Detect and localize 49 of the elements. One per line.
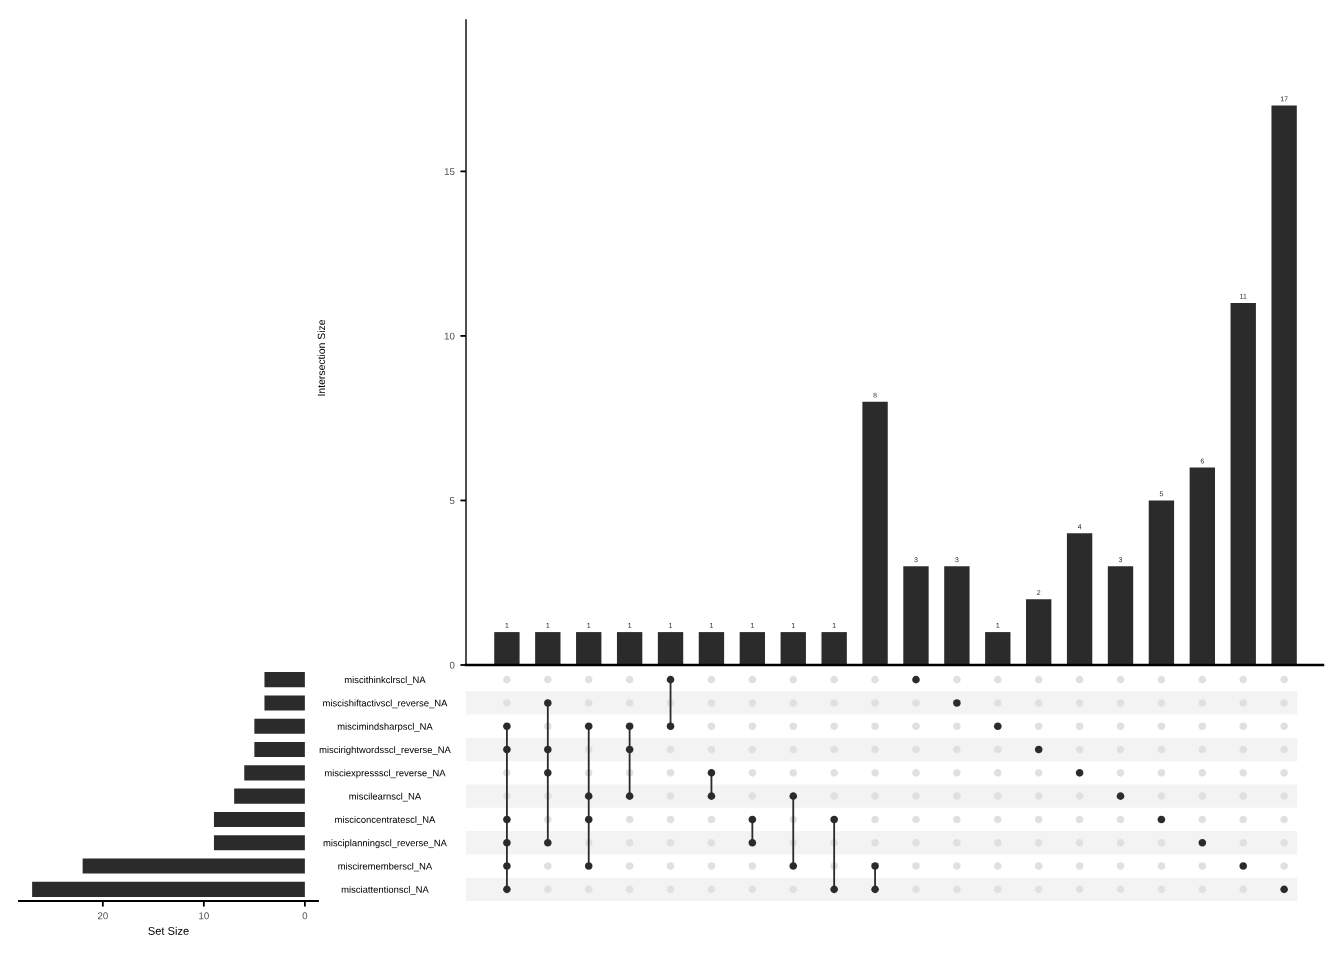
bar: [254, 741, 305, 758]
bar: [244, 765, 305, 781]
y-tick-label: miscirememberscl_NA: [338, 862, 433, 872]
bar: [985, 632, 1011, 665]
y-tick-label: miscimindsharpscl_NA: [337, 722, 433, 732]
bar: [1107, 566, 1134, 665]
bar: [1066, 533, 1093, 665]
bar: [698, 632, 725, 665]
bar: [821, 632, 847, 665]
bar: [576, 632, 602, 665]
bar: [657, 632, 684, 665]
bar: [739, 632, 766, 665]
bar: [234, 788, 305, 804]
bar: [780, 632, 806, 665]
x-tick-label: 10: [199, 912, 209, 920]
y-tick-label: misciattentionscl_NA: [341, 885, 429, 895]
bar: [254, 718, 305, 734]
bar: [1271, 105, 1297, 665]
bar: [944, 566, 970, 665]
y-tick-label: 15: [444, 168, 455, 175]
y-axis-title: Intersection Size: [317, 319, 326, 396]
bar: [862, 401, 888, 665]
x-tick-label: 0: [302, 912, 308, 920]
bar: [1148, 500, 1175, 665]
bar: [1230, 303, 1256, 665]
x-axis-title: Set Size: [148, 926, 189, 935]
bar: [1026, 599, 1052, 665]
y-tick-label: 0: [449, 661, 455, 669]
bar: [213, 835, 305, 851]
y-tick-label: 5: [449, 497, 455, 505]
y-tick-label: misciexpressscl_reverse_NA: [324, 769, 446, 779]
bar: [616, 632, 643, 665]
y-tick-label: misciplanningscl_reverse_NA: [323, 839, 447, 849]
bar: [213, 811, 305, 828]
y-tick-label: miscilearnscl_NA: [349, 792, 422, 802]
bar: [82, 858, 305, 874]
bar: [1189, 467, 1216, 665]
bar: [264, 672, 305, 688]
y-tick-label: miscishiftactivscl_reverse_NA: [323, 699, 448, 709]
y-tick-label: miscithinkclrscl_NA: [344, 676, 426, 685]
x-tick-label: 20: [97, 912, 108, 920]
bar: [903, 566, 929, 665]
bar: [264, 695, 305, 711]
y-tick-label: misciconcentratescl_NA: [335, 816, 436, 825]
y-tick-label: 10: [444, 332, 455, 340]
y-tick-label: miscirightwordsscl_reverse_NA: [319, 746, 451, 755]
bar: [494, 632, 520, 665]
bar: [32, 881, 305, 897]
bar: [535, 632, 561, 665]
